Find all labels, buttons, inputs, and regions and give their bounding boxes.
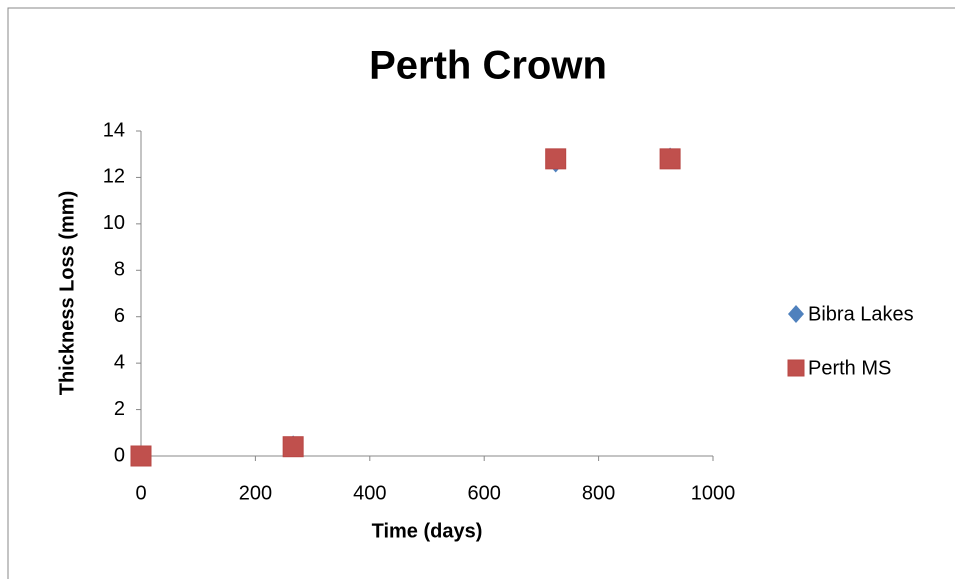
point: [282, 436, 304, 458]
point: [545, 148, 567, 170]
y-tick-label: 10: [103, 212, 125, 234]
x-axis-label: Time (days): [372, 520, 483, 542]
y-tick-label: 8: [114, 259, 125, 281]
y-tick-label: 2: [114, 398, 125, 420]
y-tick-label: 6: [114, 305, 125, 327]
point: [130, 445, 152, 467]
chart-title: Perth Crown: [369, 44, 607, 88]
y-axis-label: Thickness Loss (mm): [56, 191, 78, 396]
legend-marker: [788, 305, 804, 323]
y-tick-label: 4: [114, 351, 125, 373]
x-tick-label: 200: [239, 482, 272, 504]
legend-label: Bibra Lakes: [808, 303, 914, 325]
chart-border: [7, 7, 955, 579]
x-tick-label: 0: [135, 482, 146, 504]
y-tick-label: 0: [114, 444, 125, 466]
y-tick-label: 14: [103, 119, 125, 141]
x-tick-label: 1000: [691, 482, 736, 504]
y-tick-label: 12: [103, 166, 125, 188]
point: [659, 148, 681, 170]
legend-marker: [787, 359, 805, 377]
x-tick-label: 400: [353, 482, 386, 504]
x-tick-label: 800: [582, 482, 615, 504]
x-tick-label: 600: [468, 482, 501, 504]
legend-label: Perth MS: [808, 357, 891, 379]
